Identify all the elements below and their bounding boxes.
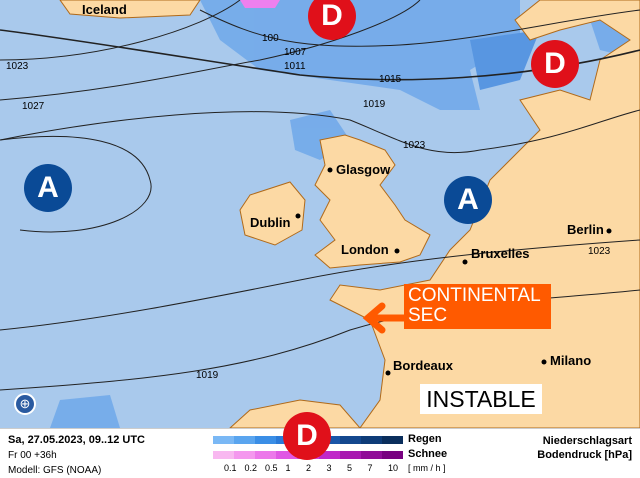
isobar-label: 1019 [196, 370, 219, 381]
arrow-icon [362, 302, 408, 334]
model-text: Modell: GFS (NOAA) [8, 465, 102, 476]
snow-area [240, 0, 280, 8]
scale-swatch [213, 436, 235, 444]
isobar-label: 1023 [403, 140, 426, 151]
scale-swatch [360, 451, 382, 459]
rain-label: Regen [408, 433, 442, 445]
isobar-label: 1023 [6, 61, 29, 72]
title-pressure: Bodendruck [hPa] [537, 449, 632, 461]
snow-label: Schnee [408, 448, 448, 460]
label-bordeaux: Bordeaux [393, 358, 453, 373]
scale-swatch [381, 451, 403, 459]
instable-label: INSTABLE [420, 384, 542, 414]
great-britain [314, 134, 431, 269]
date-text: Sa, 27.05.2023, 09..12 UTC [8, 434, 145, 446]
low-pressure-symbol: D [308, 0, 356, 40]
city-dots [295, 167, 612, 376]
label-milano: Milano [550, 353, 592, 368]
isobar-label: 1015 [379, 74, 402, 85]
scale-tick: 10 [388, 463, 399, 473]
isobar-labels: 1023 1027 100 1007 1011 1015 1019 1023 1… [6, 33, 611, 381]
isobar-label: 1023 [588, 246, 611, 257]
globe-icon[interactable]: ⊕ [14, 393, 36, 415]
isobar-label: 100 [262, 33, 279, 44]
isobar-label: 1019 [363, 99, 386, 110]
scale-tick: 0.5 [265, 463, 278, 473]
scale-swatch [339, 436, 361, 444]
scale-tick: 0.2 [244, 463, 258, 473]
continental-sec-callout: CONTINENTAL SEC [404, 284, 551, 329]
scale-swatch [234, 451, 256, 459]
scale-swatch [213, 451, 235, 459]
scale-tick: 2 [306, 463, 312, 473]
label-berlin: Berlin [567, 222, 604, 237]
isobar-label: 1027 [22, 101, 45, 112]
forecast-text: Fr 00 +36h [8, 450, 57, 461]
label-dublin: Dublin [250, 215, 291, 230]
scale-swatch [276, 451, 298, 459]
high-pressure-symbol: A [444, 176, 492, 224]
scale-swatch [234, 436, 256, 444]
scale-swatch [255, 436, 277, 444]
label-london: London [341, 242, 389, 257]
low-pressure-symbol: D [283, 412, 331, 460]
label-glasgow: Glasgow [336, 162, 391, 177]
label-bruxelles: Bruxelles [471, 246, 530, 261]
scale-swatch [339, 451, 361, 459]
isobar-label: 1011 [284, 61, 306, 72]
scale-tick: 0.1 [224, 463, 237, 473]
scale-tick: 3 [326, 463, 332, 473]
weather-map: 1023 1027 100 1007 1011 1015 1019 1023 1… [0, 0, 640, 428]
scale-tick: 1 [285, 463, 291, 473]
label-iceland: Iceland [82, 2, 127, 17]
scale-swatch [360, 436, 382, 444]
scale-tick: 7 [367, 463, 373, 473]
isobar-label: 1007 [284, 47, 307, 58]
scale-swatch [318, 451, 340, 459]
callout-line1: CONTINENTAL [408, 285, 541, 306]
ireland [239, 181, 306, 246]
scale-swatch [255, 451, 277, 459]
title-precip-type: Niederschlagsart [542, 435, 632, 447]
scale-swatch [381, 436, 403, 444]
unit-label: [ mm / h ] [408, 463, 446, 473]
high-pressure-symbol: A [24, 164, 72, 212]
low-pressure-symbol: D [531, 40, 579, 88]
callout-line2: SEC [408, 305, 448, 326]
scale-tick: 5 [347, 463, 353, 473]
